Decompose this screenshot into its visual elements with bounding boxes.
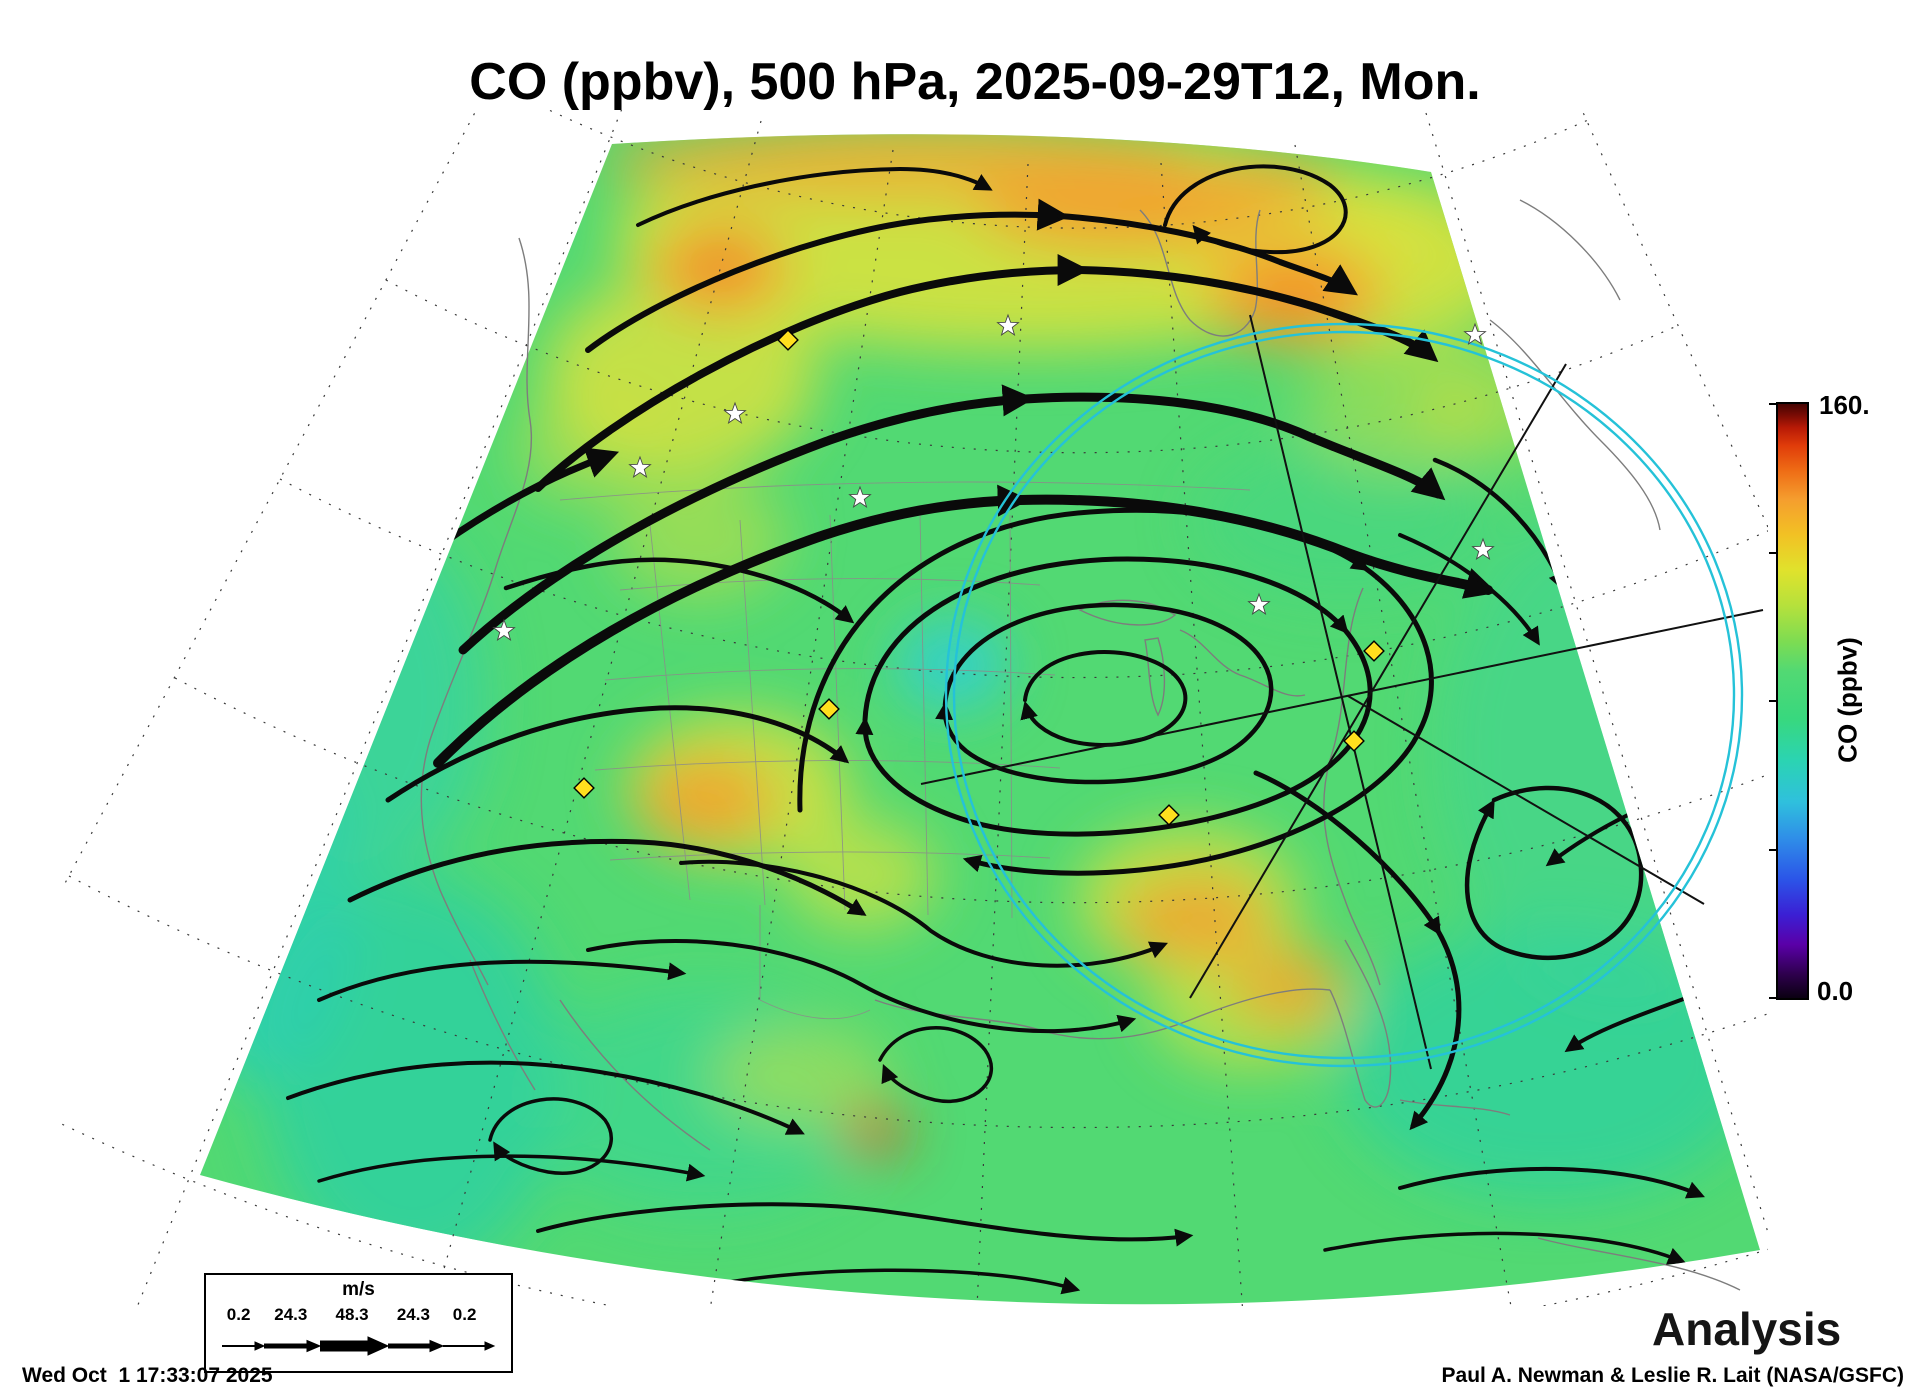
site-diamond-marker <box>1343 730 1365 752</box>
colorbar-tick <box>1769 551 1778 554</box>
bearing-line <box>1347 695 1705 905</box>
wind-legend-value: 0.2 <box>452 1305 477 1324</box>
co-field-layer <box>200 134 1760 1305</box>
analysis-product-label: Analysis <box>1652 1303 1842 1355</box>
colorbar-gradient <box>1778 404 1807 998</box>
city-star-marker <box>492 618 516 641</box>
colorbar <box>1769 402 1809 1000</box>
range-circle-outer <box>944 322 1744 1068</box>
site-diamond-marker <box>818 698 840 720</box>
generation-timestamp: Wed Oct 1 17:33:07 2025 <box>22 1364 273 1387</box>
wind-legend-units: m/s <box>342 1279 375 1300</box>
colorbar-max-label: 160. <box>1819 390 1870 420</box>
bearing-line <box>920 609 1764 785</box>
city-star-marker <box>723 401 747 424</box>
city-star-marker <box>1463 322 1487 345</box>
bearing-line <box>1249 314 1432 1070</box>
colorbar-min-label: 0.0 <box>1817 976 1854 1006</box>
colorbar-tick <box>1769 848 1778 851</box>
site-diamond-marker <box>1158 804 1180 826</box>
city-star-marker <box>1471 537 1495 560</box>
wind-legend-value: 0.2 <box>226 1305 251 1324</box>
site-diamond-marker <box>777 329 799 351</box>
wind-speed-legend: m/s 0.2 24.3 48.3 24.3 0.2 <box>204 1273 513 1373</box>
wind-legend-value: 24.3 <box>274 1305 308 1324</box>
colorbar-tick <box>1769 997 1778 999</box>
bearing-line <box>1189 363 1567 999</box>
credit-line: Paul A. Newman & Leslie R. Lait (NASA/GS… <box>1441 1364 1904 1387</box>
city-star-marker <box>628 455 652 478</box>
colorbar-axis-label: CO (ppbv) <box>1832 637 1863 763</box>
range-circle-inner <box>952 330 1736 1060</box>
city-star-marker <box>848 485 872 508</box>
site-diamond-marker <box>1363 640 1385 662</box>
city-star-marker <box>996 313 1020 336</box>
site-diamond-marker <box>573 777 595 799</box>
colorbar-tick <box>1769 403 1778 405</box>
wind-legend-value: 48.3 <box>335 1305 369 1324</box>
wind-scale-arrows-icon <box>222 1336 496 1356</box>
page-title: CO (ppbv), 500 hPa, 2025-09-29T12, Mon. <box>469 53 1481 111</box>
colorbar-tick <box>1769 700 1778 702</box>
city-star-marker <box>1247 592 1271 615</box>
wind-legend-value: 24.3 <box>396 1305 430 1324</box>
overlay-layer <box>492 313 1764 1070</box>
